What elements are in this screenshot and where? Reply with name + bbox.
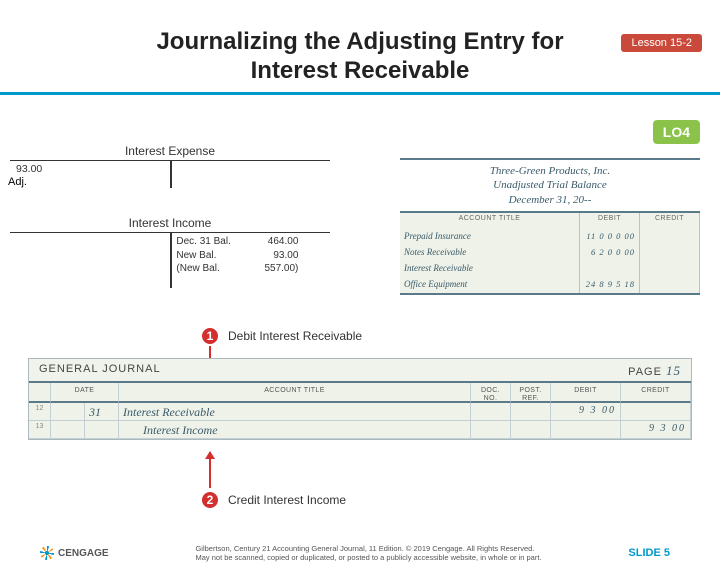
title-line-2: Interest Receivable <box>251 57 470 84</box>
gj-grid: DATE ACCOUNT TITLE DOC. NO. POST. REF. D… <box>29 381 691 439</box>
trial-balance-grid: ACCOUNT TITLE DEBIT CREDIT Prepaid Insur… <box>400 213 700 295</box>
gj-col-blank <box>29 383 51 403</box>
tb-cell-credit <box>640 229 700 245</box>
gj-day: 31 <box>85 403 119 421</box>
gj-heading: GENERAL JOURNAL <box>39 363 161 379</box>
t-accounts-region: Interest Expense 93.00 Interest Income D… <box>10 144 330 288</box>
gj-col-title: ACCOUNT TITLE <box>119 383 471 403</box>
gj-col-date: DATE <box>51 383 119 403</box>
page-title: Journalizing the Adjusting Entry for Int… <box>0 28 720 86</box>
t-account-expense-title: Interest Expense <box>10 144 330 158</box>
tb-company: Three-Green Products, Inc. <box>400 164 700 178</box>
gj-page: PAGE 15 <box>628 363 681 379</box>
lesson-tag: Lesson 15-2 <box>621 34 702 52</box>
gj-page-label: PAGE <box>628 366 662 378</box>
arrow-2 <box>209 452 211 488</box>
gj-col-credit: CREDIT <box>621 383 691 403</box>
callout-2-badge: 2 <box>200 490 220 510</box>
learning-objective-badge: LO4 <box>653 120 700 144</box>
gj-doc <box>471 421 511 439</box>
gj-doc <box>471 403 511 421</box>
tb-cell-credit <box>640 277 700 293</box>
adj-label: Adj. <box>8 176 27 188</box>
tb-cell-debit: 11 0 0 0 00 <box>580 229 640 245</box>
gj-debit <box>551 421 621 439</box>
tb-col-title: ACCOUNT TITLE <box>400 213 580 229</box>
gj-col-doc: DOC. NO. <box>471 383 511 403</box>
tb-cell-debit: 24 8 9 5 18 <box>580 277 640 293</box>
t-account-expense: 93.00 <box>10 160 330 188</box>
tb-cell-title: Prepaid Insurance <box>400 229 580 245</box>
tb-cell-title: Interest Receivable <box>400 261 580 277</box>
copyright-line-1: Gilbertson, Century 21 Accounting Genera… <box>195 544 541 553</box>
gj-ref <box>511 421 551 439</box>
tb-cell-title: Notes Receivable <box>400 245 580 261</box>
gj-credit: 9 3 00 <box>621 421 691 439</box>
callout-1: 1 Debit Interest Receivable <box>200 326 362 346</box>
title-line-1: Journalizing the Adjusting Entry for <box>156 28 563 55</box>
income-row-label: New Bal. <box>176 249 244 263</box>
title-divider <box>0 92 720 95</box>
footer: CENGAGE Gilbertson, Century 21 Accountin… <box>40 544 670 562</box>
income-row-label: Dec. 31 Bal. <box>176 235 244 249</box>
gj-account-title: Interest Income <box>119 421 471 439</box>
gj-month <box>51 421 85 439</box>
gj-col-ref: POST. REF. <box>511 383 551 403</box>
copyright-text: Gilbertson, Century 21 Accounting Genera… <box>195 544 541 562</box>
tb-col-credit: CREDIT <box>640 213 700 229</box>
gj-row-num: 12 <box>29 403 51 421</box>
income-row-value: 464.00 <box>250 235 298 249</box>
trial-balance-excerpt: Three-Green Products, Inc. Unadjusted Tr… <box>400 158 700 295</box>
tb-cell-credit <box>640 245 700 261</box>
copyright-line-2: May not be scanned, copied or duplicated… <box>195 553 541 562</box>
income-row-value: 557.00) <box>250 262 298 276</box>
t-account-income: Dec. 31 Bal. 464.00 New Bal. 93.00 (New Ba… <box>10 232 330 288</box>
general-journal: GENERAL JOURNAL PAGE 15 DATE ACCOUNT TIT… <box>28 358 692 440</box>
gj-ref <box>511 403 551 421</box>
gj-credit <box>621 403 691 421</box>
income-row-value: 93.00 <box>250 249 298 263</box>
gj-account-title: Interest Receivable <box>119 403 471 421</box>
starburst-icon <box>40 546 54 560</box>
tb-cell-debit: 6 2 0 0 00 <box>580 245 640 261</box>
gj-row-num: 13 <box>29 421 51 439</box>
income-row-label: (New Bal. <box>176 262 244 276</box>
adj-value: 93.00 <box>16 163 42 175</box>
brand-logo: CENGAGE <box>40 546 109 560</box>
tb-title: Unadjusted Trial Balance <box>400 178 700 192</box>
callout-2: 2 Credit Interest Income <box>200 490 346 510</box>
gj-page-number: 15 <box>666 363 681 378</box>
callout-1-badge: 1 <box>200 326 220 346</box>
gj-day <box>85 421 119 439</box>
tb-date: December 31, 20-- <box>400 193 700 207</box>
t-account-income-rows: Dec. 31 Bal. 464.00 New Bal. 93.00 (New Ba… <box>176 235 298 276</box>
t-account-income-title: Interest Income <box>10 216 330 230</box>
trial-balance-header: Three-Green Products, Inc. Unadjusted Tr… <box>400 158 700 213</box>
t-account-expense-debit: 93.00 <box>16 163 163 175</box>
slide-number: SLIDE 5 <box>628 547 670 559</box>
gj-debit: 9 3 00 <box>551 403 621 421</box>
gj-col-debit: DEBIT <box>551 383 621 403</box>
tb-col-debit: DEBIT <box>580 213 640 229</box>
tb-cell-credit <box>640 261 700 277</box>
callout-1-text: Debit Interest Receivable <box>228 329 362 343</box>
tb-cell-title: Office Equipment <box>400 277 580 293</box>
gj-month <box>51 403 85 421</box>
tb-cell-debit <box>580 261 640 277</box>
brand-text: CENGAGE <box>58 548 109 559</box>
callout-2-text: Credit Interest Income <box>228 493 346 507</box>
